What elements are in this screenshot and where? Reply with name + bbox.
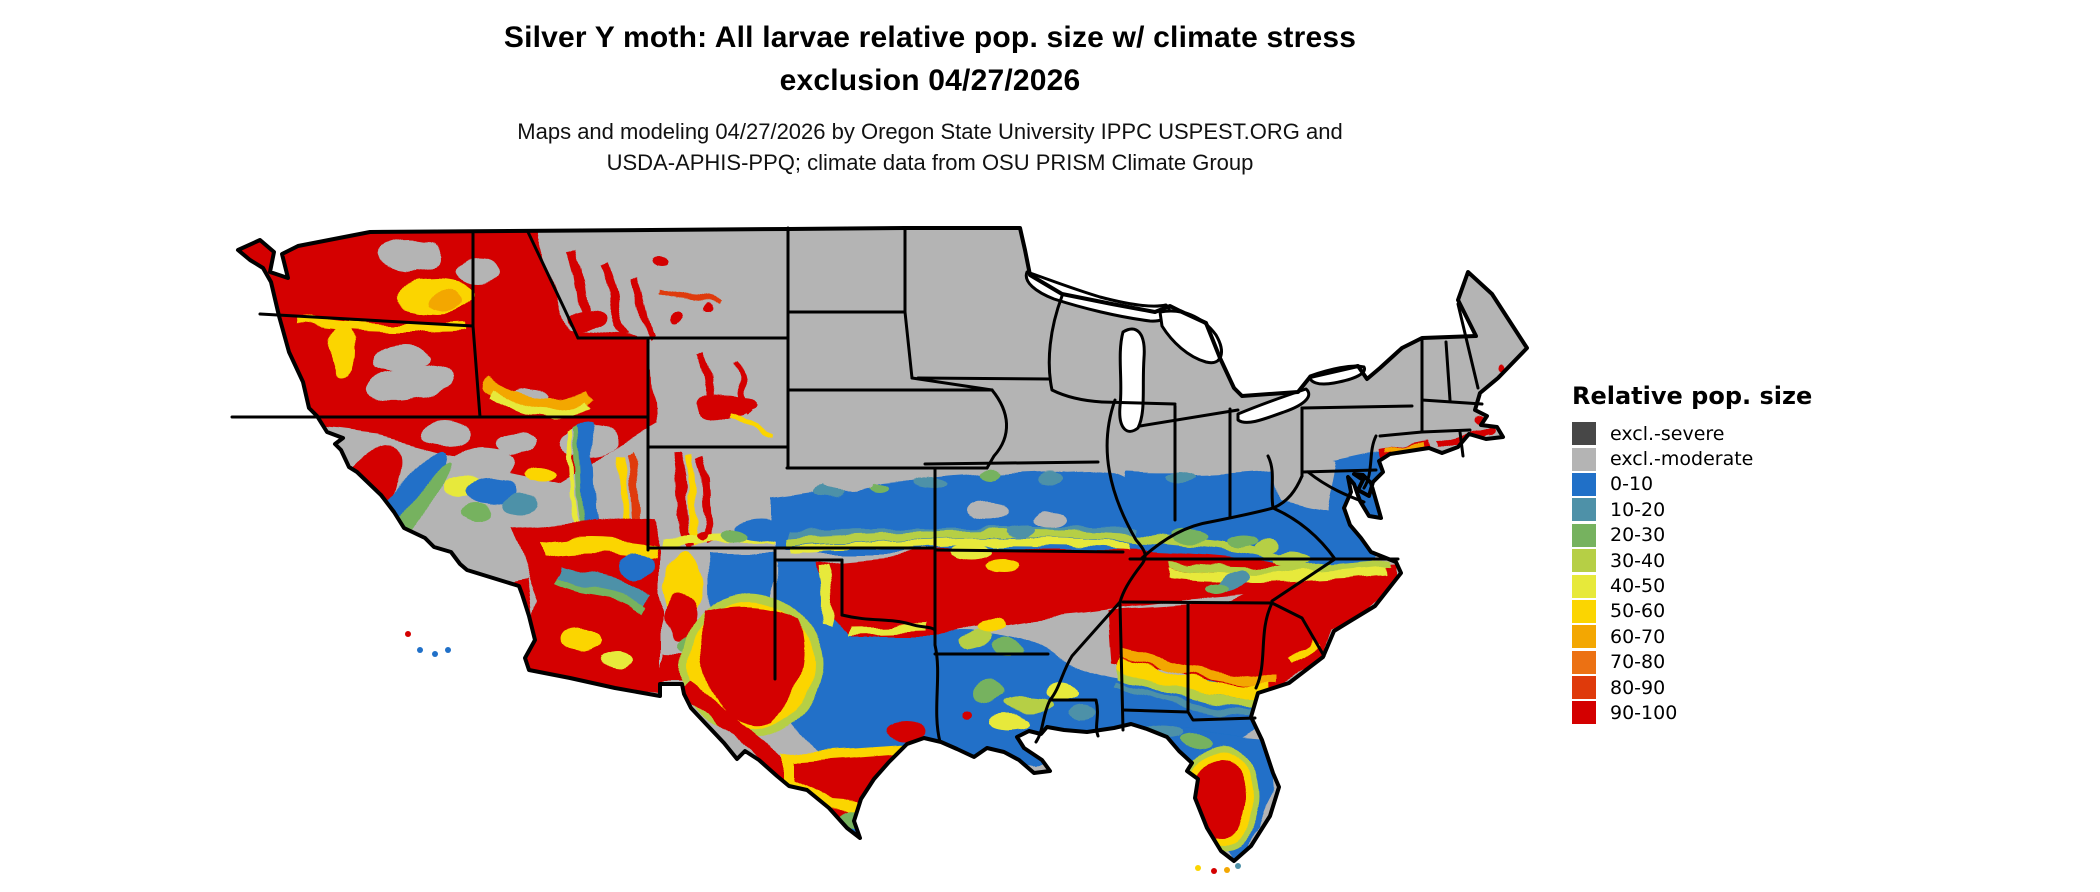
- legend-swatch: [1572, 574, 1596, 598]
- map-title-line2: exclusion 04/27/2026: [779, 64, 1081, 97]
- state-borders: [230, 226, 1484, 744]
- legend-item: 90-100: [1572, 700, 1872, 725]
- legend-swatch: [1572, 676, 1596, 700]
- legend-item-label: 30-40: [1610, 549, 1666, 572]
- legend-swatch: [1572, 523, 1596, 547]
- us-map-svg: [230, 226, 1529, 874]
- map-subtitle-line1: Maps and modeling 04/27/2026 by Oregon S…: [517, 119, 1343, 144]
- legend-item-label: excl.-severe: [1610, 422, 1725, 445]
- legend-item-label: 0-10: [1610, 473, 1654, 496]
- legend-item-label: 70-80: [1610, 651, 1666, 674]
- legend-item-label: excl.-moderate: [1610, 448, 1754, 471]
- legend-swatch: [1572, 549, 1596, 573]
- legend-title: Relative pop. size: [1572, 382, 1813, 410]
- legend-item: 30-40: [1572, 548, 1872, 573]
- legend-item: 70-80: [1572, 650, 1872, 675]
- legend-item: excl.-moderate: [1572, 446, 1872, 471]
- us-map-figure: [230, 220, 1530, 880]
- legend-swatch: [1572, 498, 1596, 522]
- legend-item-label: 90-100: [1610, 701, 1678, 724]
- legend-swatch: [1572, 650, 1596, 674]
- lake-michigan: [1118, 327, 1146, 433]
- legend-swatch: [1572, 701, 1596, 725]
- legend-item: excl.-severe: [1572, 421, 1872, 446]
- legend-item-label: 80-90: [1610, 676, 1666, 699]
- legend-items: excl.-severe excl.-moderate 0-10 10-20 2…: [1572, 421, 1872, 726]
- islands-and-keys: [405, 631, 1241, 874]
- legend-item: 10-20: [1572, 497, 1872, 522]
- lake-erie: [1236, 387, 1311, 424]
- header: Silver Y moth: All larvae relative pop. …: [230, 16, 1630, 178]
- map-subtitle-line2: USDA-APHIS-PPQ; climate data from OSU PR…: [606, 150, 1254, 175]
- legend-swatch: [1572, 447, 1596, 471]
- legend: Relative pop. size excl.-severe excl.-mo…: [1572, 382, 1872, 726]
- legend-item: 40-50: [1572, 573, 1872, 598]
- legend-item: 60-70: [1572, 624, 1872, 649]
- legend-item-label: 10-20: [1610, 498, 1666, 521]
- map-subtitle: Maps and modeling 04/27/2026 by Oregon S…: [230, 116, 1630, 178]
- legend-item: 80-90: [1572, 675, 1872, 700]
- legend-item: 50-60: [1572, 599, 1872, 624]
- legend-item-label: 50-60: [1610, 600, 1666, 623]
- legend-item-label: 40-50: [1610, 575, 1666, 598]
- legend-swatch: [1572, 625, 1596, 649]
- legend-swatch: [1572, 472, 1596, 496]
- map-title-line1: Silver Y moth: All larvae relative pop. …: [503, 21, 1357, 54]
- legend-item-label: 60-70: [1610, 625, 1666, 648]
- legend-swatch: [1572, 422, 1596, 446]
- legend-item-label: 20-30: [1610, 524, 1666, 547]
- legend-swatch: [1572, 599, 1596, 623]
- map-raster: [238, 228, 1527, 861]
- lake-ontario: [1308, 364, 1366, 386]
- legend-item: 20-30: [1572, 523, 1872, 548]
- legend-item: 0-10: [1572, 472, 1872, 497]
